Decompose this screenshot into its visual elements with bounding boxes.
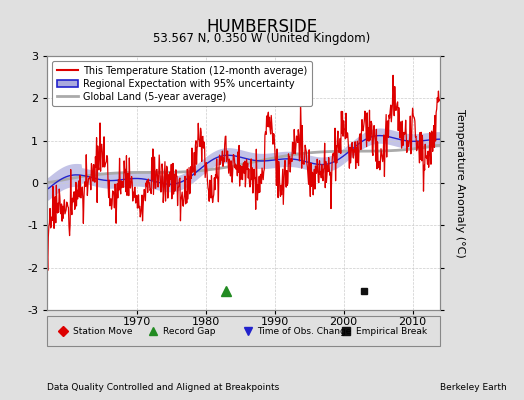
Text: Time of Obs. Change: Time of Obs. Change (257, 326, 352, 336)
Text: Data Quality Controlled and Aligned at Breakpoints: Data Quality Controlled and Aligned at B… (47, 383, 279, 392)
Legend: This Temperature Station (12-month average), Regional Expectation with 95% uncer: This Temperature Station (12-month avera… (52, 61, 312, 106)
Text: HUMBERSIDE: HUMBERSIDE (206, 18, 318, 36)
Text: Berkeley Earth: Berkeley Earth (440, 383, 507, 392)
Text: Station Move: Station Move (73, 326, 132, 336)
Y-axis label: Temperature Anomaly (°C): Temperature Anomaly (°C) (455, 109, 465, 257)
Text: 53.567 N, 0.350 W (United Kingdom): 53.567 N, 0.350 W (United Kingdom) (154, 32, 370, 45)
Text: Empirical Break: Empirical Break (356, 326, 427, 336)
Text: Record Gap: Record Gap (163, 326, 215, 336)
